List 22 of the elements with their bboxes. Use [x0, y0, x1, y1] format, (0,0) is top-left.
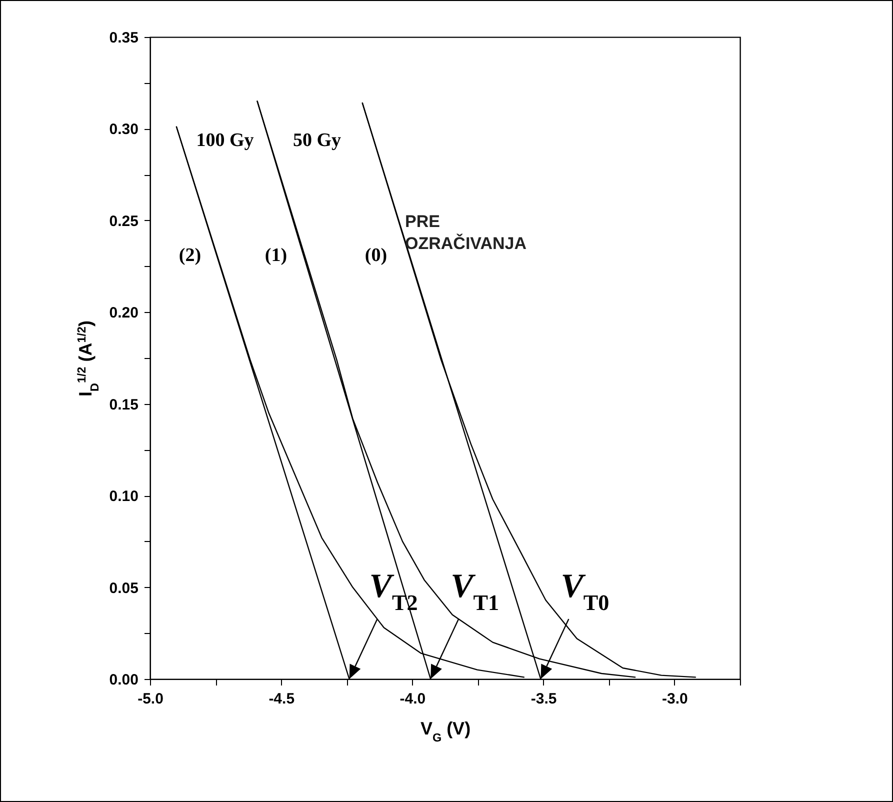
y-tick-label: 0.15 — [109, 396, 138, 414]
annotation: V$_{T1}$ — [450, 568, 500, 614]
y-tick-label: 0.35 — [109, 30, 138, 46]
x-tick-label: -5.0 — [138, 690, 164, 708]
x-axis-title: V$_{G}$ (V) — [420, 718, 471, 744]
annotation: (2) — [178, 245, 202, 266]
annotation: (0) — [364, 245, 388, 266]
annotation: V$_{T0}$ — [560, 568, 610, 614]
annotation: 50 Gy — [292, 130, 342, 151]
y-tick-label: 0.00 — [109, 672, 138, 688]
y-tick-label: 0.05 — [109, 580, 138, 597]
x-tick-label: -3.5 — [530, 690, 557, 708]
x-tick-label: -4.5 — [268, 690, 295, 708]
annotation: 100 Gy — [196, 130, 254, 151]
annotation: PRE OZRAČIVANJA — [405, 212, 527, 253]
x-tick-label: -3.0 — [662, 690, 688, 708]
annotation: (1) — [264, 245, 288, 266]
y-tick-label: 0.30 — [109, 121, 138, 138]
y-tick-label: 0.20 — [109, 304, 138, 322]
y-tick-label: 0.10 — [109, 488, 138, 506]
x-tick-label: -4.0 — [400, 690, 426, 708]
y-tick-label: 0.25 — [109, 212, 138, 230]
